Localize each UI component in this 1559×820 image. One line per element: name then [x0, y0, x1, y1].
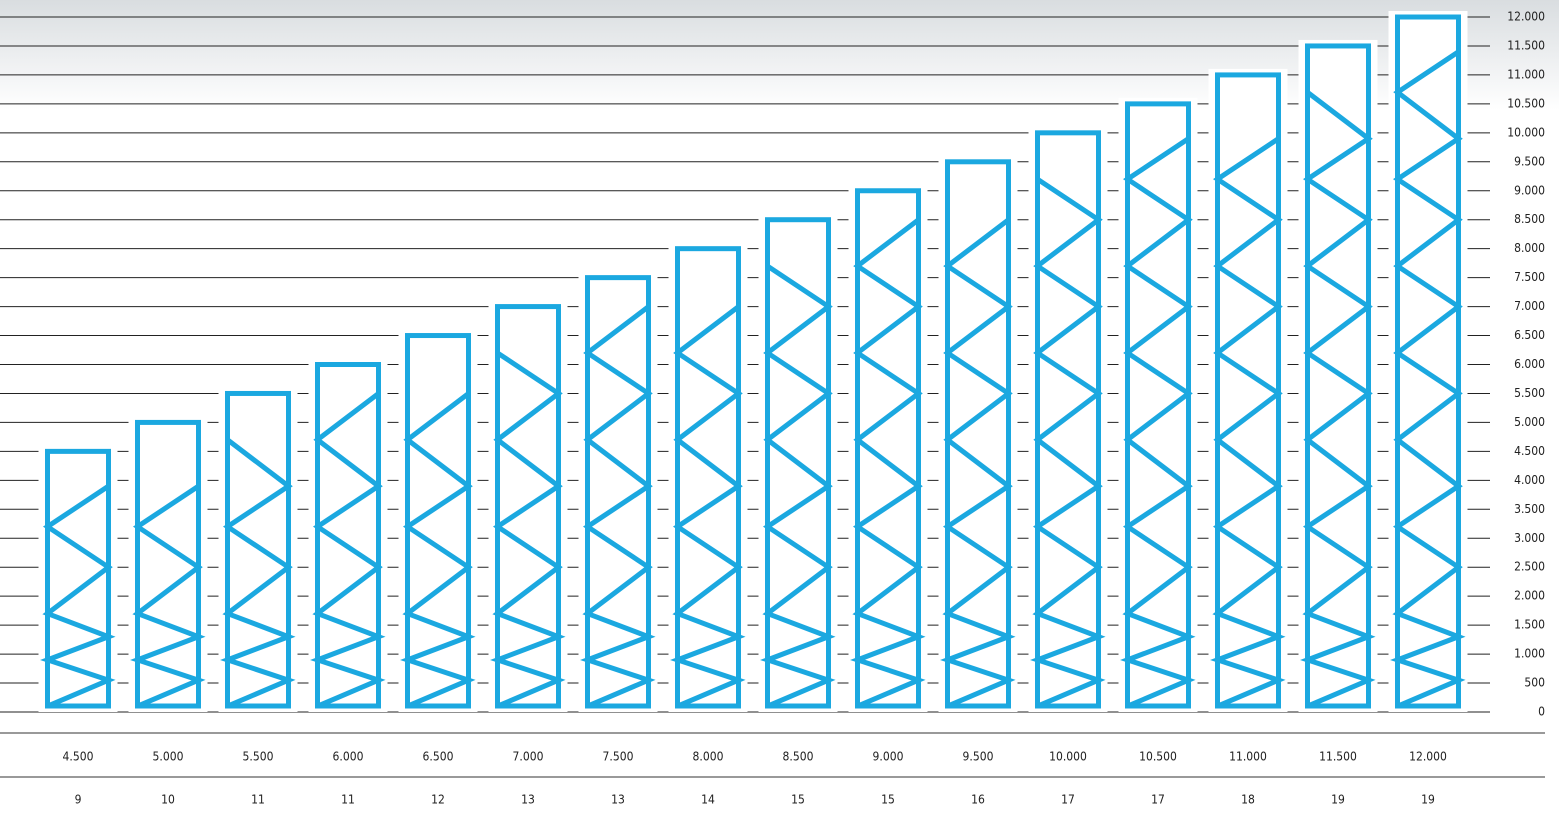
count-label: 14 — [701, 793, 715, 807]
value-label: 5.000 — [153, 750, 184, 764]
y-tick-label: 3.500 — [1514, 502, 1545, 516]
count-label: 9 — [75, 793, 82, 807]
y-tick-label: 7.000 — [1514, 299, 1545, 313]
y-tick-label: 9.000 — [1514, 183, 1545, 197]
bracing — [850, 217, 926, 709]
y-tick-label: 500 — [1524, 676, 1545, 690]
bracing — [310, 391, 386, 709]
y-tick-label: 4.500 — [1514, 444, 1545, 458]
value-label: 12.000 — [1409, 750, 1447, 764]
frame — [765, 217, 831, 709]
frame — [855, 188, 921, 709]
y-tick-label: 0 — [1538, 705, 1545, 719]
y-tick-label: 8.000 — [1514, 241, 1545, 255]
frame — [495, 304, 561, 709]
value-label: 7.500 — [603, 750, 634, 764]
frame — [225, 390, 291, 709]
value-label: 9.500 — [963, 750, 994, 764]
value-label: 10.000 — [1049, 750, 1087, 764]
count-label: 15 — [791, 793, 805, 807]
bracing — [940, 217, 1016, 709]
frame — [1215, 72, 1281, 709]
frame — [315, 362, 381, 709]
y-tick-label: 2.000 — [1514, 589, 1545, 603]
y-tick-label: 6.500 — [1514, 328, 1545, 342]
count-label: 16 — [971, 793, 985, 807]
frame — [1035, 130, 1101, 709]
frame-backdrop — [668, 242, 748, 712]
count-label: 11 — [251, 793, 265, 807]
value-label: 9.000 — [873, 750, 904, 764]
count-label: 18 — [1241, 793, 1255, 807]
value-label: 4.500 — [63, 750, 94, 764]
value-label: 8.500 — [783, 750, 814, 764]
count-label: 17 — [1061, 793, 1075, 807]
bracing — [580, 304, 656, 709]
y-tick-label: 8.500 — [1514, 212, 1545, 226]
count-label: 12 — [431, 793, 445, 807]
y-tick-label: 5.500 — [1514, 386, 1545, 400]
bracing — [1210, 136, 1286, 709]
y-tick-label: 9.500 — [1514, 154, 1545, 168]
frame-backdrop — [1118, 97, 1198, 712]
y-tick-label: 2.500 — [1514, 560, 1545, 574]
value-label: 5.500 — [243, 750, 274, 764]
count-label: 19 — [1421, 793, 1435, 807]
frame-backdrop — [1388, 11, 1468, 712]
count-label: 13 — [611, 793, 625, 807]
count-label: 19 — [1331, 793, 1345, 807]
bracing — [1390, 49, 1466, 709]
frame — [945, 159, 1011, 709]
y-tick-label: 7.500 — [1514, 270, 1545, 284]
y-tick-label: 10.500 — [1507, 96, 1545, 110]
frame — [1395, 14, 1461, 709]
frame-backdrop — [938, 155, 1018, 712]
frame — [675, 246, 741, 709]
bracing — [670, 304, 746, 709]
frame — [585, 275, 651, 709]
count-label: 13 — [521, 793, 535, 807]
count-label: 17 — [1151, 793, 1165, 807]
y-tick-label: 11.500 — [1507, 38, 1545, 52]
bracing — [40, 484, 116, 709]
value-label: 10.500 — [1139, 750, 1177, 764]
bracing — [130, 484, 206, 709]
y-tick-label: 1.000 — [1514, 647, 1545, 661]
value-label: 11.500 — [1319, 750, 1357, 764]
count-label: 11 — [341, 793, 355, 807]
value-label: 7.000 — [513, 750, 544, 764]
frame — [405, 333, 471, 709]
y-tick-label: 4.000 — [1514, 473, 1545, 487]
value-label: 8.000 — [693, 750, 724, 764]
value-label: 6.500 — [423, 750, 454, 764]
y-tick-label: 12.000 — [1507, 10, 1545, 24]
y-tick-label: 11.000 — [1507, 67, 1545, 81]
frame — [1125, 101, 1191, 709]
frame — [45, 448, 111, 709]
frame — [135, 419, 201, 709]
value-label: 6.000 — [333, 750, 364, 764]
value-label: 11.000 — [1229, 750, 1267, 764]
y-tick-label: 10.000 — [1507, 125, 1545, 139]
count-label: 10 — [161, 793, 175, 807]
y-tick-label: 3.000 — [1514, 531, 1545, 545]
y-tick-label: 1.500 — [1514, 618, 1545, 632]
bracing — [400, 391, 476, 709]
bracing — [1120, 136, 1196, 709]
frame-backdrop — [398, 329, 478, 712]
y-tick-label: 6.000 — [1514, 357, 1545, 371]
frame — [1305, 43, 1371, 709]
y-tick-label: 5.000 — [1514, 415, 1545, 429]
count-label: 15 — [881, 793, 895, 807]
